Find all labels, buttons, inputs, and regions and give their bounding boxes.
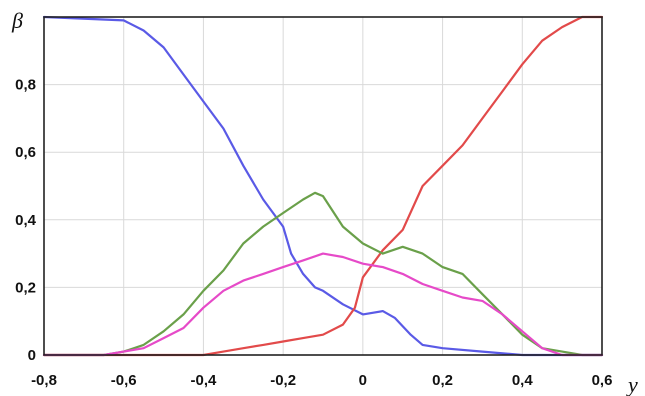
x-tick-label: -0,2 bbox=[270, 372, 296, 389]
series-line-4 bbox=[42, 252, 604, 357]
plot-frame bbox=[43, 16, 603, 356]
series-layer bbox=[42, 15, 604, 357]
x-axis-label: y bbox=[626, 372, 638, 396]
y-tick-label: 0,8 bbox=[15, 77, 36, 94]
y-tick-label: 0,4 bbox=[15, 212, 37, 229]
x-tick-label: 0 bbox=[359, 372, 367, 389]
series-line-1 bbox=[42, 15, 604, 357]
y-tick-label: 0 bbox=[28, 347, 36, 364]
x-tick-label: 0,4 bbox=[512, 372, 534, 389]
x-axis-ticks: -0,8 -0,6 -0,4 -0,2 0 0,2 0,4 0,6 bbox=[31, 372, 612, 389]
y-axis-ticks: 0 0,2 0,4 0,6 0,8 bbox=[15, 77, 37, 364]
y-tick-label: 0,6 bbox=[15, 144, 36, 161]
y-tick-label: 0,2 bbox=[15, 279, 36, 296]
x-tick-label: -0,6 bbox=[111, 372, 137, 389]
y-axis-label: β bbox=[11, 8, 23, 33]
grid bbox=[43, 16, 603, 356]
x-tick-label: -0,4 bbox=[190, 372, 217, 389]
series-line-2 bbox=[42, 15, 604, 357]
series-line-3 bbox=[42, 191, 604, 357]
x-tick-label: 0,6 bbox=[592, 372, 613, 389]
x-tick-label: 0,2 bbox=[432, 372, 453, 389]
x-tick-label: -0,8 bbox=[31, 372, 57, 389]
